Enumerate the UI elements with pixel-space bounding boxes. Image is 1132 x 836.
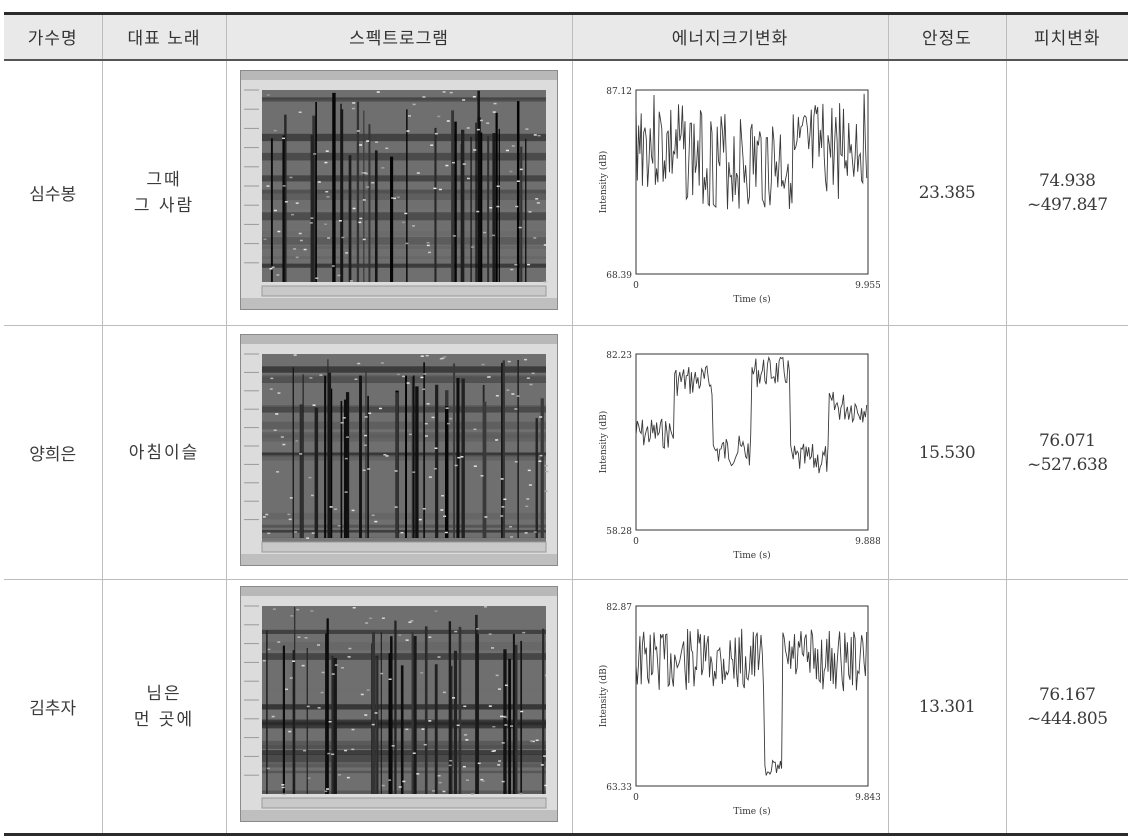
x-start-label: 0 bbox=[633, 281, 639, 291]
x-end-label: 9.888 bbox=[855, 537, 880, 547]
spectrogram-cell bbox=[225, 59, 573, 326]
header-energy: 에너지크기변화 bbox=[571, 12, 889, 61]
energy-cell: 87.12 68.39 0 9.955 Time (s) Intensity (… bbox=[571, 59, 889, 326]
y-min-label: 68.39 bbox=[606, 271, 632, 281]
energy-cell: 82.87 63.33 0 9.843 Time (s) Intensity (… bbox=[571, 579, 889, 836]
header-row: 가수명 대표 노래 스펙트로그램 에너지크기변화 안정도 피치변화 bbox=[4, 12, 1128, 61]
table-row: 김추자 님은 먼 곳에 82.87 63.33 0 9.843 Time (s)… bbox=[4, 579, 1128, 836]
pitch-range: 76.167 ~444.805 bbox=[1005, 579, 1128, 836]
header-singer: 가수명 bbox=[4, 12, 103, 61]
header-spectrogram: 스펙트로그램 bbox=[225, 12, 573, 61]
spectrogram-image bbox=[240, 70, 558, 311]
spectrogram-image bbox=[240, 586, 558, 822]
header-pitch: 피치변화 bbox=[1005, 12, 1128, 61]
y-axis-label: Intensity (dB) bbox=[598, 665, 609, 728]
singer-analysis-table: 가수명 대표 노래 스펙트로그램 에너지크기변화 안정도 피치변화 심수봉 그때… bbox=[4, 12, 1128, 836]
y-min-label: 58.28 bbox=[606, 527, 632, 537]
header-stability: 안정도 bbox=[887, 12, 1007, 61]
y-max-label: 82.23 bbox=[606, 351, 632, 361]
energy-chart: 82.87 63.33 0 9.843 Time (s) Intensity (… bbox=[598, 603, 881, 817]
singer-name: 심수봉 bbox=[4, 59, 103, 326]
energy-chart: 82.23 58.28 0 9.888 Time (s) Intensity (… bbox=[598, 351, 881, 561]
spectrogram-cell bbox=[225, 579, 573, 836]
x-axis-label: Time (s) bbox=[733, 294, 770, 305]
table-row: 양희은 아침이슬 82.23 58.28 0 9.888 Time (s) In… bbox=[4, 325, 1128, 580]
energy-chart: 87.12 68.39 0 9.955 Time (s) Intensity (… bbox=[598, 87, 881, 305]
y-axis-label: Intensity (dB) bbox=[598, 151, 609, 214]
singer-name: 양희은 bbox=[4, 325, 103, 580]
pitch-range: 76.071 ~527.638 bbox=[1005, 325, 1128, 580]
y-axis-label: Intensity (dB) bbox=[598, 411, 609, 474]
spectrogram-image bbox=[240, 334, 558, 566]
stability-value: 13.301 bbox=[887, 579, 1007, 836]
energy-cell: 82.23 58.28 0 9.888 Time (s) Intensity (… bbox=[571, 325, 889, 580]
singer-name: 김추자 bbox=[4, 579, 103, 836]
y-max-label: 82.87 bbox=[606, 603, 632, 613]
header-song: 대표 노래 bbox=[101, 12, 227, 61]
song-title: 님은 먼 곳에 bbox=[101, 579, 227, 836]
spectrogram-cell bbox=[225, 325, 573, 580]
x-end-label: 9.843 bbox=[855, 793, 880, 803]
table-row: 심수봉 그때 그 사람 87.12 68.39 0 9.955 Time (s)… bbox=[4, 59, 1128, 326]
y-min-label: 63.33 bbox=[606, 783, 632, 793]
stability-value: 15.530 bbox=[887, 325, 1007, 580]
x-start-label: 0 bbox=[633, 793, 639, 803]
song-title: 아침이슬 bbox=[101, 325, 227, 580]
stability-value: 23.385 bbox=[887, 59, 1007, 326]
y-max-label: 87.12 bbox=[606, 87, 632, 97]
pitch-range: 74.938 ~497.847 bbox=[1005, 59, 1128, 326]
song-title: 그때 그 사람 bbox=[101, 59, 227, 326]
x-end-label: 9.955 bbox=[855, 281, 880, 291]
x-axis-label: Time (s) bbox=[733, 806, 770, 817]
x-start-label: 0 bbox=[633, 537, 639, 547]
x-axis-label: Time (s) bbox=[733, 550, 770, 561]
